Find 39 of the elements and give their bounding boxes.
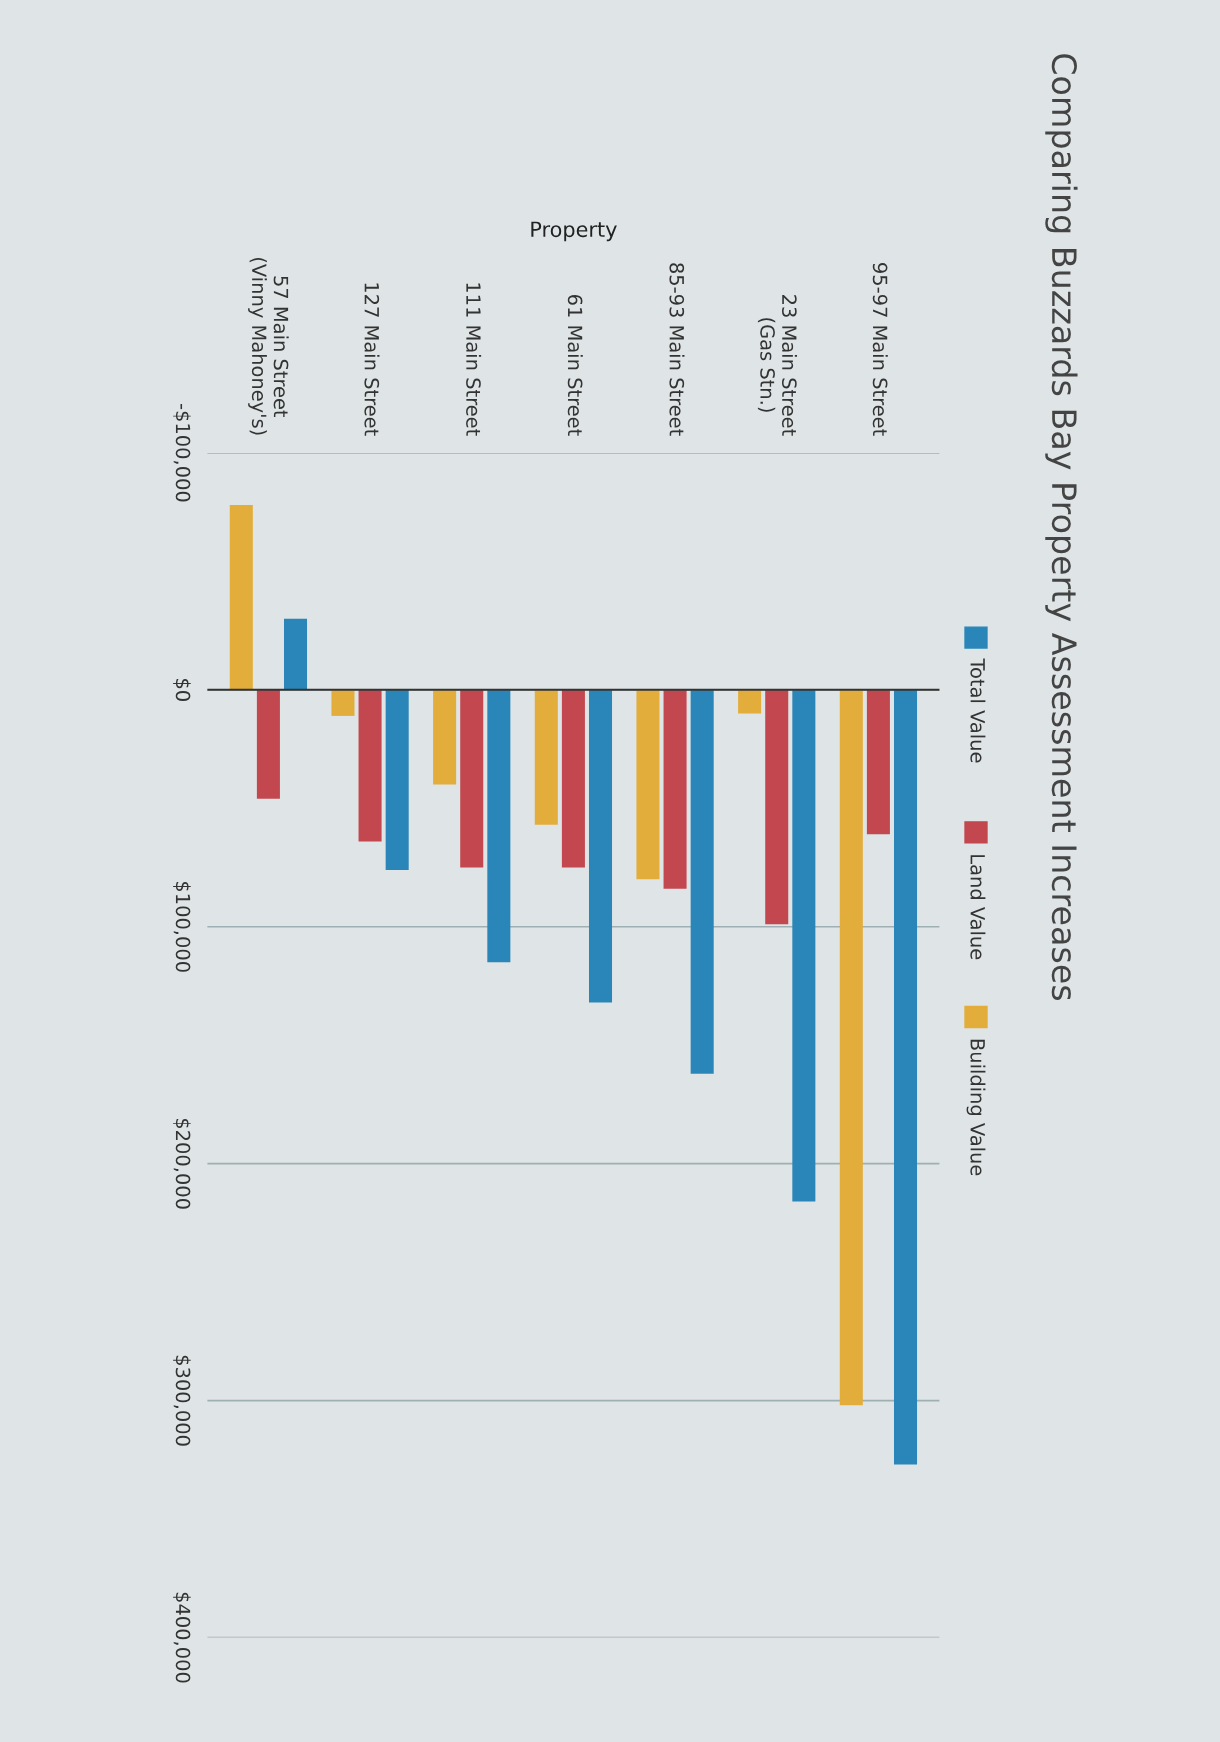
bar [663,689,687,889]
y-tick-label: $0 [173,679,191,701]
x-tick-label: 57 Main Street (Vinny Mahoney's) [248,257,289,435]
bar [433,689,457,785]
x-tick-label: 85-93 Main Street [669,263,685,436]
bar [765,689,789,925]
bar [636,689,660,880]
bar [534,689,558,825]
y-tick-label: -$100,000 [173,403,191,502]
bar [358,689,382,842]
y-tick-label: $300,000 [173,1355,191,1446]
x-axis-title: Property [531,221,617,242]
bar [487,689,511,963]
bar [229,505,253,690]
legend-label: Land Value [970,855,986,960]
text: Comparing Buzzards Bay Property Assessment Increases [1045,54,1078,1001]
x-tick-label: 127 Main Street [364,283,380,436]
legend-label: Building Value [966,1039,986,1176]
y-tick-label: $200,000 [173,1118,191,1209]
bar [839,689,863,1406]
bar [331,689,355,716]
bar [283,618,308,690]
bar [893,689,918,1465]
bar [385,689,409,870]
x-tick-label: 61 Main Street [567,295,583,436]
bar [561,689,585,868]
bar [588,689,613,1003]
bar [690,689,714,1074]
bar [792,689,816,1202]
y-tick-label: $100,000 [173,881,191,972]
x-tick-label: 23 Main Street (Gas Stn.) [757,295,798,436]
bar [738,689,762,714]
bar [460,689,484,868]
y-tick-label: $400,000 [173,1592,191,1683]
bar [866,689,890,835]
legend-label: Total Value [970,658,986,763]
x-tick-label: 95-97 Main Street [872,263,888,436]
bar [256,689,280,799]
x-tick-label: 111 Main Street [466,283,482,436]
